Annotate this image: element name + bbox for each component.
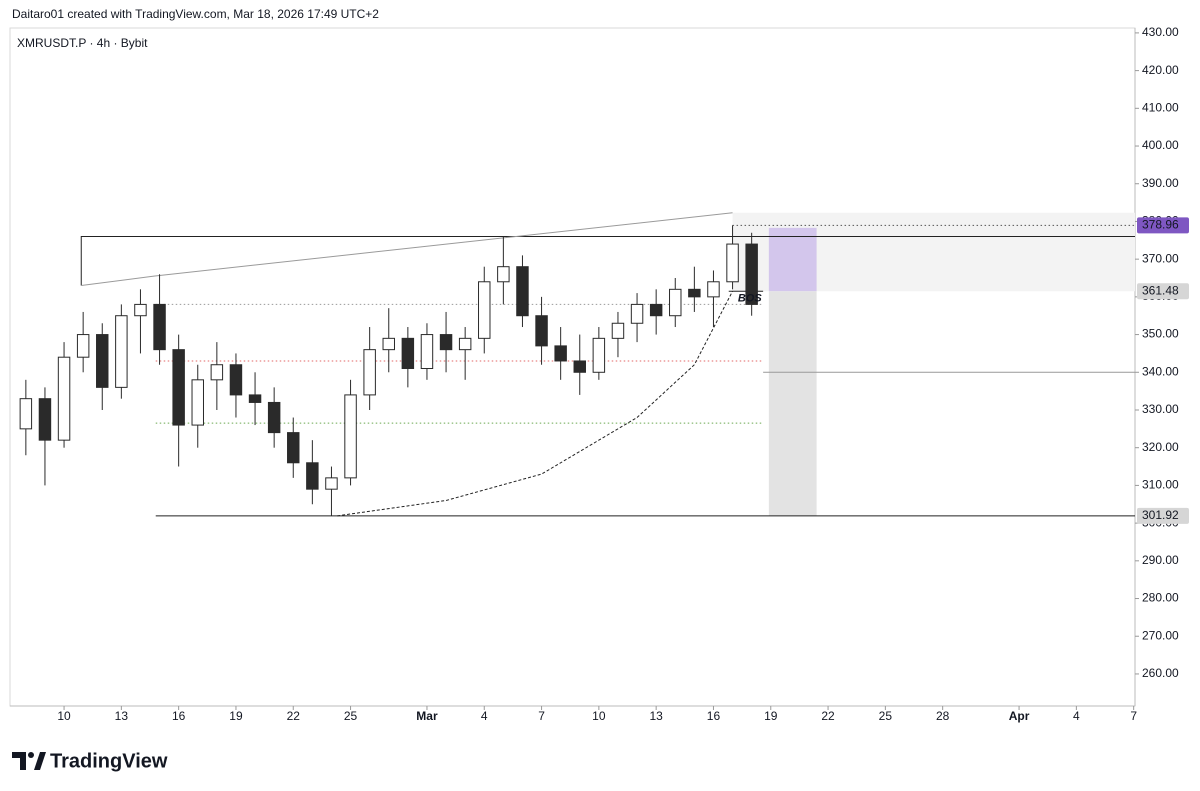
drawing-line [80, 236, 1135, 286]
x-tick-label: 4 [1073, 709, 1080, 723]
x-tick-label: 4 [481, 709, 488, 723]
x-tick-label: 13 [115, 709, 129, 723]
x-tick-label: 22 [821, 709, 835, 723]
x-tick-label: 10 [57, 709, 71, 723]
candle-body [573, 360, 586, 373]
zone [768, 291, 817, 516]
y-tick-label: 410.00 [1142, 100, 1179, 114]
y-tick-label: 330.00 [1142, 402, 1179, 416]
price-label-bg [1137, 507, 1189, 524]
y-tick-label: 390.00 [1142, 176, 1179, 190]
candle-body [669, 288, 682, 317]
candle-body [134, 303, 147, 317]
x-tick-label: 13 [649, 709, 663, 723]
candle-body [344, 394, 357, 479]
candle-body [497, 266, 510, 283]
candle-body [19, 398, 33, 430]
y-tick-label: 270.00 [1142, 628, 1179, 642]
price-label-bg [1137, 283, 1189, 300]
y-tick-label: 320.00 [1142, 440, 1179, 454]
y-tick-label: 350.00 [1142, 327, 1179, 341]
zone [768, 227, 817, 292]
candle-body [306, 462, 319, 490]
candle-body [76, 334, 90, 358]
candle-body [688, 288, 701, 298]
candle-body [248, 394, 262, 403]
candle-body [382, 337, 395, 351]
chart: 430.00420.00410.00400.00390.00380.00370.… [19, 25, 1189, 723]
y-tick-label: 280.00 [1142, 591, 1179, 605]
candle-body [516, 266, 529, 317]
price-label: 361.48 [1142, 283, 1179, 297]
logo-dot [28, 752, 34, 758]
y-tick-label: 290.00 [1142, 553, 1179, 567]
x-tick-label: 16 [172, 709, 186, 723]
x-tick-label: 16 [707, 709, 721, 723]
candle-body [458, 337, 472, 351]
price-label: 301.92 [1142, 508, 1179, 522]
candle-body [115, 315, 128, 388]
candle-body [229, 364, 243, 396]
y-tick-label: 310.00 [1142, 478, 1179, 492]
candle-body [287, 432, 300, 464]
y-tick-label: 430.00 [1142, 25, 1179, 39]
x-tick-label: 7 [538, 709, 545, 723]
candle-body [363, 349, 376, 396]
candle-body [535, 315, 548, 347]
candle-body [57, 356, 71, 441]
x-tick-label: 22 [287, 709, 301, 723]
candle-body [707, 281, 720, 298]
price-label: 378.96 [1142, 218, 1179, 232]
symbol-legend: XMRUSDT.P · 4h · Bybit [17, 36, 148, 50]
candle-body [439, 334, 453, 351]
x-tick-label: Apr [1009, 709, 1030, 723]
candle-body [267, 401, 281, 434]
annotation: BOS [738, 293, 763, 305]
brand: TradingView [50, 750, 168, 772]
y-tick-label: 370.00 [1142, 251, 1179, 265]
x-tick-label: 25 [879, 709, 893, 723]
candle-body [38, 398, 52, 441]
candle-body [210, 364, 224, 381]
candle-body [592, 337, 606, 373]
candle-body [153, 303, 166, 351]
candle-body [611, 322, 625, 339]
x-tick-label: 25 [344, 709, 358, 723]
logo-mark [12, 752, 26, 770]
price-label-bg [1137, 217, 1189, 234]
y-tick-label: 400.00 [1142, 138, 1179, 152]
drawing-line [81, 212, 733, 287]
x-tick-label: 7 [1130, 709, 1137, 723]
candle-body [630, 303, 644, 324]
y-tick-label: 340.00 [1142, 364, 1179, 378]
candle-body [478, 281, 491, 339]
candle-body [172, 349, 185, 426]
x-tick-label: 10 [592, 709, 606, 723]
candle-body [554, 345, 567, 362]
candle-body [745, 243, 758, 305]
x-tick-label: Mar [416, 709, 438, 723]
candle-body [325, 477, 338, 490]
logo: TradingView [12, 750, 168, 772]
candle-body [191, 379, 204, 426]
candle-body [649, 303, 663, 317]
candle-body [96, 334, 109, 388]
y-tick-label: 420.00 [1142, 63, 1179, 77]
y-tick-label: 260.00 [1142, 666, 1179, 680]
header: Daitaro01 created with TradingView.com, … [12, 7, 379, 21]
logo-mark [34, 752, 46, 770]
drawing-line [337, 290, 734, 517]
candle-body [726, 243, 739, 283]
candle-body [401, 337, 415, 370]
x-tick-label: 28 [936, 709, 950, 723]
x-tick-label: 19 [764, 709, 778, 723]
x-tick-label: 19 [229, 709, 243, 723]
candle-body [420, 334, 434, 370]
